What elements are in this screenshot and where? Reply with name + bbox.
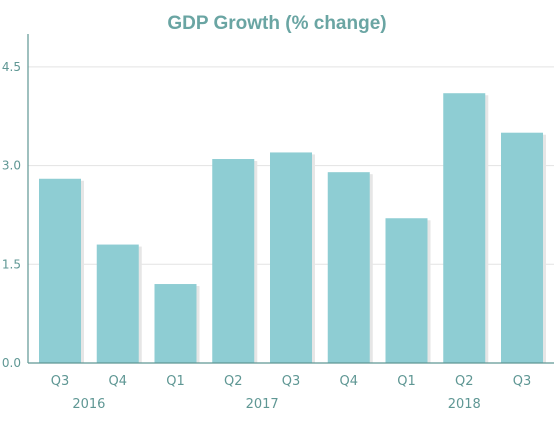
y-tick-label: 3.0 xyxy=(2,159,21,173)
year-label: 2016 xyxy=(72,397,105,412)
axes xyxy=(27,34,554,364)
bar xyxy=(39,178,81,363)
x-tick-label: Q1 xyxy=(166,374,185,389)
x-tick-label: Q4 xyxy=(108,374,127,389)
bars xyxy=(39,93,546,363)
bar xyxy=(385,218,428,363)
x-tick-label: Q1 xyxy=(397,374,416,389)
bar xyxy=(154,284,197,363)
bar xyxy=(501,132,543,363)
x-tick-label: Q3 xyxy=(51,374,70,389)
x-tick-label: Q2 xyxy=(224,374,243,389)
bar xyxy=(212,159,255,363)
chart-title: GDP Growth (% change) xyxy=(167,13,387,34)
y-tick-label: 4.5 xyxy=(2,60,21,74)
y-tick-label: 1.5 xyxy=(2,257,21,271)
year-label: 2017 xyxy=(246,397,279,412)
x-tick-label: Q3 xyxy=(513,374,532,389)
x-tick-label: Q4 xyxy=(339,374,358,389)
bar xyxy=(443,93,486,363)
bar xyxy=(270,152,312,363)
x-tick-label: Q3 xyxy=(282,374,301,389)
x-tick-label: Q2 xyxy=(455,374,474,389)
year-label: 2018 xyxy=(448,397,481,412)
bar xyxy=(96,244,139,363)
y-tick-label: 0.0 xyxy=(2,356,21,370)
bar xyxy=(327,172,370,363)
